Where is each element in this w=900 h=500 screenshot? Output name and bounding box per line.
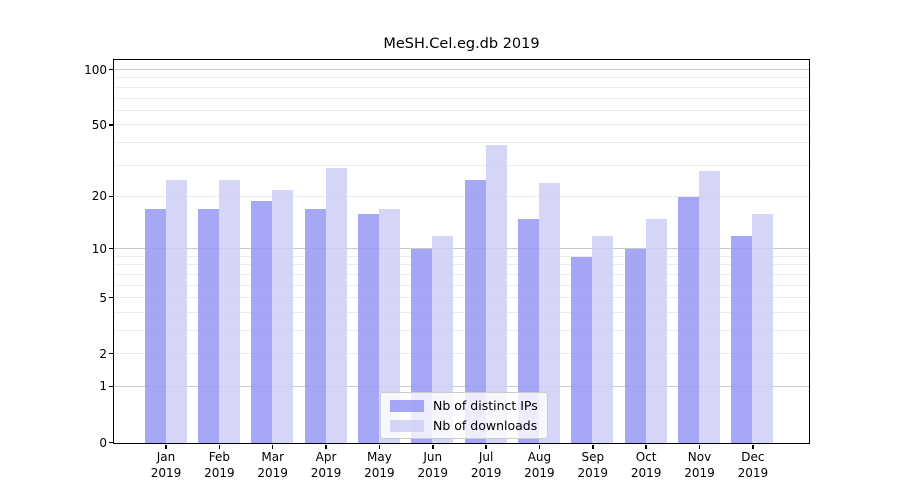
gridline-40 (114, 141, 809, 143)
y-tick-5 (109, 296, 114, 299)
bar-distinct-ips-jul (464, 179, 486, 443)
legend-swatch-distinct-ips (390, 399, 424, 412)
x-tick-feb (218, 444, 221, 449)
x-tick-dec (752, 444, 754, 449)
gridline-70 (114, 97, 809, 99)
legend-item-downloads: Nb of downloads (390, 418, 538, 433)
bar-distinct-ips-oct (624, 249, 646, 443)
x-tick-nov (698, 444, 701, 449)
x-tick-jun (432, 444, 434, 449)
gridline-6 (114, 284, 809, 286)
bar-distinct-ips-sep (571, 256, 593, 443)
bar-downloads-jan (165, 179, 187, 443)
gridline-20 (114, 195, 809, 197)
bar-distinct-ips-aug (517, 218, 539, 443)
gridline-80 (114, 86, 809, 88)
y-tick-0 (109, 441, 114, 444)
gridline-7 (114, 273, 809, 275)
x-tick-label-sep: Sep 2019 (577, 450, 609, 480)
gridline-10 (114, 248, 809, 250)
y-tick-label-2: 2 (99, 346, 107, 361)
x-tick-aug (538, 444, 541, 449)
x-tick-sep (592, 444, 594, 449)
gridline-50 (114, 124, 809, 126)
gridline-30 (114, 164, 809, 166)
bar-downloads-nov (699, 170, 720, 443)
x-tick-label-apr: Apr 2019 (310, 450, 342, 480)
gridline-4 (114, 311, 809, 313)
x-tick-label-nov: Nov 2019 (684, 450, 715, 480)
x-tick-label-feb: Feb 2019 (204, 450, 235, 480)
legend-swatch-downloads (390, 419, 424, 432)
y-tick-100 (109, 68, 114, 71)
bar-downloads-feb (218, 179, 240, 443)
bar-downloads-may (378, 209, 400, 443)
bar-downloads-aug (538, 182, 560, 443)
gridline-60 (114, 109, 809, 111)
gridline-2 (114, 353, 809, 355)
y-tick-10 (109, 247, 114, 250)
gridline-100 (114, 69, 809, 71)
legend-item-distinct-ips: Nb of distinct IPs (390, 398, 538, 413)
gridline-5 (114, 297, 809, 299)
bar-distinct-ips-jan (144, 209, 166, 443)
y-tick-label-100: 100 (84, 62, 107, 77)
gridline-90 (114, 77, 809, 79)
y-tick-label-1: 1 (99, 379, 107, 394)
bar-downloads-sep (592, 235, 614, 443)
x-tick-label-may: May 2019 (364, 450, 395, 480)
y-tick-1 (109, 385, 114, 388)
gridline-8 (114, 264, 809, 266)
x-tick-label-jul: Jul 2019 (470, 450, 502, 480)
bar-distinct-ips-dec (731, 235, 753, 443)
y-tick-label-20: 20 (91, 189, 107, 204)
bar-downloads-jun (432, 235, 454, 443)
x-tick-apr (325, 444, 327, 449)
y-tick-label-10: 10 (91, 241, 107, 256)
gridline-1 (114, 385, 809, 387)
bar-downloads-apr (325, 168, 347, 443)
x-tick-mar (271, 444, 274, 449)
x-tick-oct (645, 444, 647, 449)
bar-downloads-mar (272, 189, 294, 443)
x-tick-label-mar: Mar 2019 (257, 450, 288, 480)
bar-distinct-ips-nov (678, 197, 699, 443)
x-tick-label-oct: Oct 2019 (630, 450, 662, 480)
y-tick-50 (109, 124, 114, 126)
gridline-9 (114, 255, 809, 257)
legend-label-downloads: Nb of downloads (433, 418, 538, 433)
bar-distinct-ips-feb (197, 209, 219, 443)
y-tick-2 (109, 352, 114, 355)
y-tick-label-0: 0 (99, 435, 107, 450)
bar-distinct-ips-apr (304, 209, 326, 443)
y-tick-20 (109, 195, 114, 198)
gridline-3 (114, 329, 809, 331)
x-tick-label-jun: Jun 2019 (417, 450, 449, 480)
x-tick-label-aug: Aug 2019 (524, 450, 555, 480)
y-tick-label-50: 50 (91, 117, 107, 132)
x-tick-jan (165, 444, 167, 449)
x-tick-jul (485, 444, 487, 449)
bar-distinct-ips-may (357, 214, 379, 443)
x-tick-label-jan: Jan 2019 (150, 450, 182, 480)
y-tick-label-5: 5 (99, 290, 107, 305)
legend-label-distinct-ips: Nb of distinct IPs (433, 398, 538, 413)
bar-downloads-jul (485, 144, 507, 443)
chart-title: MeSH.Cel.eg.db 2019 (383, 36, 540, 52)
bar-downloads-dec (752, 214, 774, 443)
plot-area (113, 59, 810, 444)
legend: Nb of distinct IPs Nb of downloads (380, 392, 548, 439)
x-tick-may (378, 444, 381, 449)
x-tick-label-dec: Dec 2019 (737, 450, 769, 480)
bar-downloads-oct (645, 218, 667, 443)
bar-distinct-ips-mar (251, 200, 273, 443)
